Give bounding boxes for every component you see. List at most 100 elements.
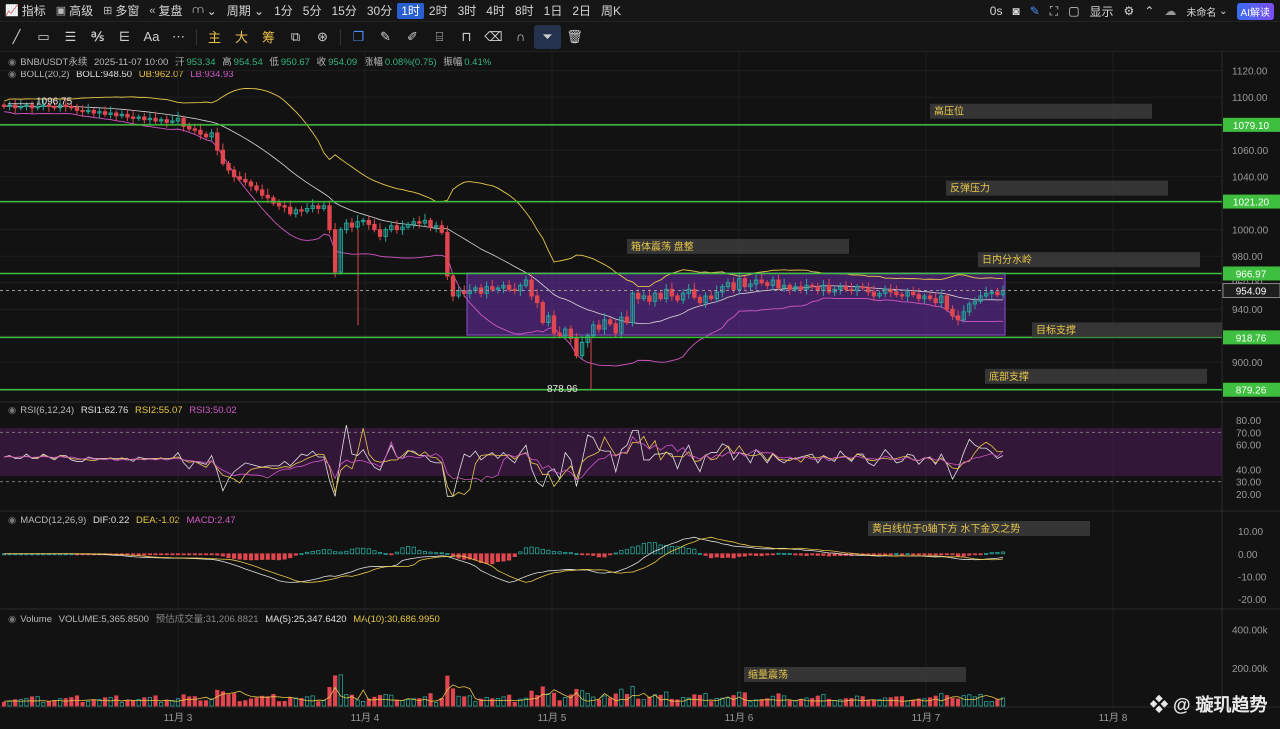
candle-body [170, 120, 175, 123]
candle-body [983, 292, 989, 297]
candle-body [815, 286, 820, 292]
macd-bar [226, 553, 231, 559]
price-tick-label: 1080.00 [1232, 120, 1269, 131]
macd-bar [697, 552, 703, 555]
eye-icon[interactable]: ◉ [8, 69, 17, 80]
fullscreen-icon[interactable]: ⛶ [1049, 3, 1059, 18]
macd-name[interactable]: MACD(12,26,9) [20, 515, 87, 526]
eye-icon[interactable]: ◉ [8, 515, 17, 526]
volume-bar [35, 696, 40, 707]
square-icon[interactable]: ▢ [1068, 4, 1080, 18]
candle-body [456, 290, 461, 297]
topbar-item-label: 8时 [514, 4, 534, 18]
compare-icon[interactable]: ⧉ [290, 28, 301, 44]
brush-icon[interactable]: ✐ [407, 28, 418, 44]
topbar-item[interactable]: ⩋ ⌄ [188, 0, 222, 22]
volume-bar [984, 701, 989, 707]
big-indicator-icon[interactable]: 大 [234, 30, 248, 45]
candle-body [1, 104, 7, 107]
camera-icon[interactable]: ◙ [1012, 4, 1020, 18]
boll-name[interactable]: BOLL(20,2) [20, 69, 70, 80]
volume-tick-label: 200.00k [1232, 664, 1269, 675]
topbar-item-label: 复盘 [158, 4, 183, 18]
lock-icon[interactable]: ⊓ [461, 28, 472, 44]
rectangle-icon[interactable]: ▭ [37, 28, 50, 44]
topbar-item[interactable]: 4时 [481, 0, 510, 22]
volume-bar [114, 695, 119, 707]
topbar-item-label: 指标 [21, 4, 46, 18]
cloud-icon[interactable]: ☁ [1164, 4, 1177, 18]
volume-bar [967, 694, 972, 707]
candle-body [579, 341, 585, 357]
candles-icon[interactable]: ⌸ [435, 28, 444, 44]
topbar-item[interactable]: 1分 [269, 0, 298, 22]
macd-bar [675, 546, 680, 555]
layout-name-select[interactable]: 未命名 ⌄ [1186, 5, 1228, 19]
topbar-item[interactable]: ▣ 高级 [51, 0, 98, 22]
macd-bar [248, 553, 254, 561]
more-icon[interactable]: ⋯ [172, 28, 185, 44]
topbar-item[interactable]: 3时 [453, 0, 482, 22]
topbar-item[interactable]: «复盘 [144, 0, 187, 22]
volume-bar [658, 694, 663, 707]
macd-bar [753, 553, 759, 556]
topbar-item[interactable]: 8时 [510, 0, 539, 22]
eraser-icon[interactable]: ⌫ [484, 28, 503, 44]
volume-bar [748, 701, 753, 707]
macd-bar [389, 553, 394, 556]
topbar-item[interactable]: 30分 [362, 0, 397, 22]
macd-bar [490, 553, 495, 564]
eye-icon[interactable]: ◉ [8, 614, 17, 625]
collapse-icon[interactable]: ⌃ [1144, 4, 1155, 18]
ai-interpret-button[interactable]: AI解读 [1236, 2, 1274, 20]
macd-bar [815, 553, 820, 556]
eye-icon[interactable]: ◉ [8, 405, 17, 416]
topbar-item[interactable]: 1日 [539, 0, 568, 22]
candle-body [41, 104, 46, 107]
candle-body [428, 219, 433, 228]
rsi1-line [3, 424, 1004, 497]
display-button[interactable]: 显示 [1089, 4, 1114, 19]
topbar-item[interactable]: ⊞ 多窗 [98, 0, 144, 22]
topbar-item[interactable]: 1时 [397, 2, 424, 19]
layers-icon[interactable]: ❐ [352, 28, 365, 44]
candle-body [484, 286, 489, 294]
volume-name[interactable]: Volume [20, 614, 52, 625]
volume-bar [147, 697, 153, 707]
macd-bar [450, 553, 456, 557]
chip-indicator-icon[interactable]: 筹 [261, 30, 275, 45]
topbar-item[interactable]: 15分 [326, 0, 361, 22]
topbar-item[interactable]: 周期 ⌄ [222, 0, 269, 22]
topbar-item[interactable]: 📈 指标 [0, 0, 51, 22]
topbar-item[interactable]: 2时 [424, 0, 453, 22]
wave-icon[interactable]: ℁ [90, 28, 105, 44]
pen-icon[interactable]: ✎ [380, 28, 391, 44]
volume-bar [546, 693, 551, 707]
candle-body [142, 116, 147, 121]
channel-icon[interactable]: ⋿ [118, 28, 131, 44]
eye-icon[interactable]: ◉ [8, 57, 17, 68]
trash-icon[interactable]: 🗑 [566, 28, 583, 44]
text-tool-icon[interactable]: Aa [143, 29, 160, 44]
delay-indicator[interactable]: 0s [989, 4, 1003, 18]
macd-bar [439, 552, 444, 555]
macd-bar [933, 553, 938, 556]
main-indicator-icon[interactable]: 主 [207, 30, 221, 45]
topbar-item[interactable]: 2日 [567, 0, 596, 22]
settings-icon[interactable]: ⚙ [1123, 4, 1135, 18]
topbar-item[interactable]: 5分 [298, 0, 327, 22]
volume-bar [327, 687, 332, 707]
fib-lines-icon[interactable]: ☰ [64, 28, 77, 44]
pen-edit-icon[interactable]: ✎ [1029, 4, 1040, 18]
trend-line-icon[interactable]: ╱ [12, 28, 21, 44]
magnet-icon[interactable]: ∩ [515, 29, 526, 44]
candle-body [737, 278, 742, 290]
topbar-item-label: 1时 [401, 4, 420, 18]
topbar-item[interactable]: 周K [596, 0, 626, 22]
filter-icon[interactable]: ⏷ [534, 24, 561, 49]
annotation-label: 缩量震荡 [748, 668, 788, 681]
indicator-icon[interactable]: ⊛ [317, 28, 328, 44]
volume-bar [927, 697, 933, 707]
rsi2-value: RSI2:55.07 [135, 405, 183, 416]
rsi-name[interactable]: RSI(6,12,24) [20, 405, 75, 416]
